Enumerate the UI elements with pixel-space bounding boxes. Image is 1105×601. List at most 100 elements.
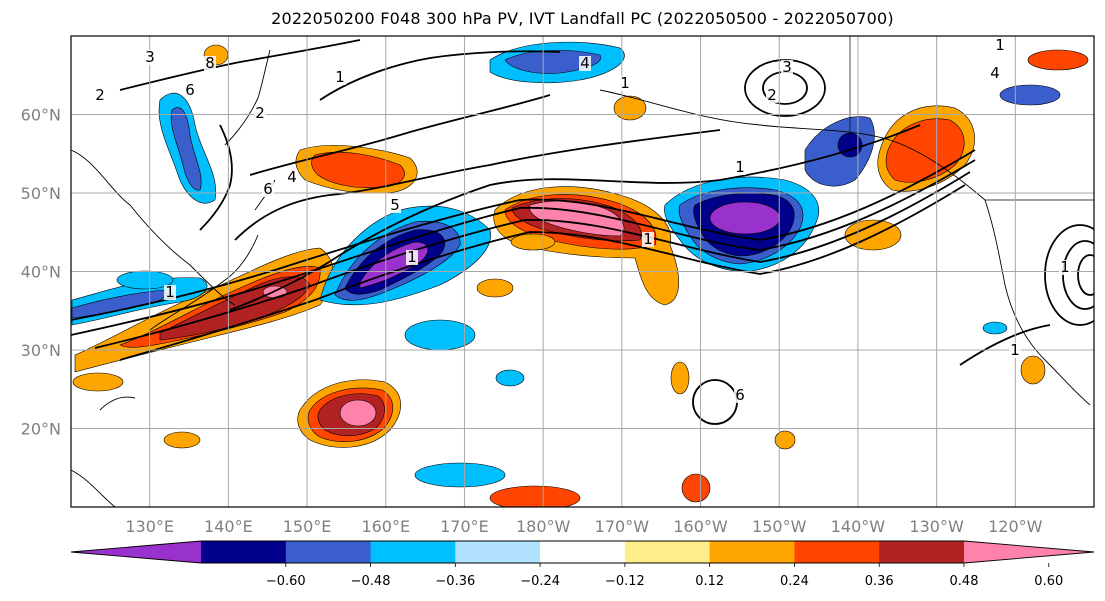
colorbar: −0.60 −0.48 −0.36 −0.24 −0.12 0.12 0.24 0.36 0.4… <box>70 540 1095 589</box>
contour-label-bg <box>184 83 196 98</box>
contour-label-bg <box>734 160 746 175</box>
longitude-labels: 130°E 140°E 150°E 160°E 170°E 180°W 170°W 160°W… <box>125 517 1042 536</box>
coastline-kamchatka <box>224 49 271 146</box>
field-positive-small-l <box>774 430 796 450</box>
longitude-label: 130°E <box>125 517 174 536</box>
contour-1 <box>71 149 976 321</box>
coastline-asia <box>71 149 236 507</box>
contour-label: 6 <box>185 81 195 99</box>
field-positive-small-d <box>670 361 690 395</box>
contour-label-bg <box>254 106 266 121</box>
contour-label-bg <box>262 182 274 197</box>
contour-label: 4 <box>287 168 297 186</box>
coastline-north-america <box>984 199 1091 406</box>
contour-label-bg <box>989 66 1001 81</box>
contour-label-bg <box>766 88 778 103</box>
contour-label-bg <box>164 285 176 300</box>
contour-label: 3 <box>782 58 792 76</box>
contour-label-bg <box>1009 343 1021 358</box>
latitude-labels: 60°N 50°N 40°N 30°N 20°N <box>21 106 61 439</box>
contour-label: 1 <box>620 74 630 92</box>
contour-label: 1 <box>1010 341 1020 359</box>
contour-label-bg <box>334 70 346 85</box>
contour-label-bg <box>619 76 631 91</box>
contour-west-coast-low-core <box>1077 254 1094 296</box>
contour-label-bg <box>579 56 591 71</box>
contour-west-coast-low <box>1044 224 1094 326</box>
longitude-label: 140°W <box>831 517 886 536</box>
contour-label: 1 <box>1060 258 1070 276</box>
colorbar-segment <box>879 541 965 563</box>
contour-label-bg <box>389 198 401 213</box>
contour-label: 6 <box>735 386 745 404</box>
contour-label: 1 <box>407 248 417 266</box>
field-negative-center-east-max <box>709 201 781 235</box>
longitude-label: 120°W <box>988 517 1043 536</box>
contour-label-bg <box>994 38 1006 53</box>
longitude-label: 160°E <box>361 517 410 536</box>
contour-label: 1 <box>335 68 345 86</box>
figure-title: 2022050200 F048 300 hPa PV, IVT Landfall… <box>271 9 894 28</box>
graticule <box>71 36 1094 507</box>
colorbar-segment <box>540 541 626 563</box>
contour-label-bg <box>204 56 216 71</box>
contour-label: 4 <box>580 54 590 72</box>
contour-label: 1 <box>643 230 653 248</box>
colorbar-tick-label: −0.48 <box>351 574 391 589</box>
field-positive-small-j <box>163 431 201 449</box>
contour-label-bg <box>286 170 298 185</box>
colorbar-tick-label: −0.24 <box>520 574 560 589</box>
colorbar-tick-label: −0.60 <box>266 574 306 589</box>
map-border <box>70 35 1095 508</box>
colorbar-tick-label: 0.36 <box>865 574 894 589</box>
contour-2 <box>71 159 976 336</box>
colorbar-segment <box>455 541 541 563</box>
contour-label-bg <box>1059 260 1071 275</box>
latitude-label: 20°N <box>21 420 61 439</box>
latitude-label: 50°N <box>21 184 61 203</box>
contour-label: 6 <box>263 180 273 198</box>
colorbar-tick-label: −0.12 <box>605 574 645 589</box>
field-positive-small-c <box>476 278 514 298</box>
contour-label-bg <box>734 388 746 403</box>
colorbar-segment <box>709 541 795 563</box>
field-positive-nepac-inner <box>885 118 965 183</box>
field-negative-small-c <box>495 369 525 387</box>
colorbar-tick-label: 0.24 <box>780 574 809 589</box>
colorbar-extend-low <box>71 541 201 563</box>
contour-9 <box>319 50 561 101</box>
colorbar-tick-label: 0.60 <box>1034 574 1063 589</box>
longitude-label: 150°E <box>283 517 332 536</box>
contour-label: 2 <box>95 86 105 104</box>
contour-label-bg <box>781 60 793 75</box>
field-positive-small-f <box>1020 355 1046 385</box>
contour-5 <box>229 124 921 311</box>
contour-8 <box>119 39 361 91</box>
field-negative-small-d <box>999 84 1061 106</box>
contour-label: 2 <box>767 86 777 104</box>
contour-label: 4 <box>990 64 1000 82</box>
contour-label: 1 <box>995 36 1005 54</box>
colorbar-segment <box>201 541 287 563</box>
contour-7 <box>249 94 551 176</box>
latitude-label: 40°N <box>21 263 61 282</box>
field-positive-small-a <box>510 233 556 251</box>
colorbar-tick-label: −0.36 <box>435 574 475 589</box>
field-positive-small-i <box>72 372 124 392</box>
longitude-label: 130°W <box>909 517 964 536</box>
field-positive-small-k <box>681 473 711 503</box>
contour-6 <box>234 129 721 241</box>
colorbar-segment <box>794 541 880 563</box>
colorbar-extend-high <box>964 541 1094 563</box>
contour-label: 5 <box>390 196 400 214</box>
contour-3 <box>94 171 971 349</box>
colorbar-segment <box>285 541 372 563</box>
longitude-label: 170°W <box>595 517 650 536</box>
contour-10 <box>199 124 233 231</box>
contour-label-bg <box>94 88 106 103</box>
coastline-alaska <box>599 89 986 201</box>
latitude-label: 30°N <box>21 341 61 360</box>
